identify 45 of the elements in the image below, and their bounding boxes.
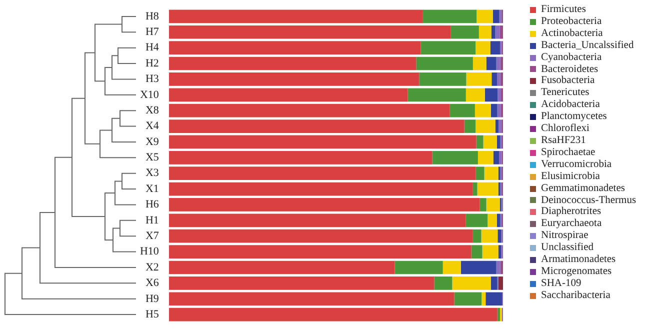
legend-label: Tenericutes: [541, 87, 590, 100]
legend-label: Planctomycetes: [541, 111, 607, 124]
legend-label: Microgenomates: [541, 266, 612, 278]
y-tick-label: H7: [145, 26, 160, 38]
y-tick-label: H3: [145, 73, 160, 86]
y-tick-label: H6: [145, 198, 160, 211]
legend-label: Fusobacteria: [541, 75, 595, 88]
legend-label: RsaHF231: [541, 134, 586, 147]
y-tick-label: X8: [145, 104, 160, 116]
y-tick-label: X6: [145, 277, 160, 290]
legend-label: Firmicutes: [541, 4, 586, 16]
legend-label: SHA-109: [541, 278, 582, 290]
legend-label: Actinobacteria: [541, 28, 603, 40]
y-tick-label: H9: [145, 292, 160, 305]
y-tick-label: H8: [145, 10, 160, 22]
y-tick-label: H1: [145, 214, 159, 226]
y-tick-label: H4: [145, 42, 160, 54]
y-tick-label: X3: [145, 167, 160, 180]
legend-label: Elusimicrobia: [541, 170, 600, 183]
legend-label: Saccharibacteria: [541, 290, 610, 302]
legend-label: Bacteria_Uncalssified: [541, 40, 634, 52]
y-tick-label: X10: [140, 88, 160, 101]
legend-label: Spirochaetae: [541, 146, 596, 159]
legend-label: Gemmatimonadetes: [541, 182, 625, 194]
legend-label: Acidobacteria: [541, 99, 600, 112]
y-tick-label: X1: [145, 182, 159, 195]
y-tick-label: X7: [145, 230, 160, 242]
y-tick-label: X5: [145, 152, 160, 164]
legend-label: Euryarchaeota: [541, 218, 602, 230]
legend-label: Armatimonadetes: [541, 254, 616, 266]
legend-label: Cyanobacteria: [541, 52, 602, 64]
legend-label: Verrucomicrobia: [541, 158, 612, 171]
legend-label: Proteobacteria: [541, 16, 602, 28]
legend-label: Deinococcus-Thermus: [541, 194, 636, 206]
y-tick-label: X2: [145, 261, 159, 274]
y-tick-label: X9: [145, 136, 160, 148]
legend-label: Chloroflexi: [541, 123, 590, 135]
legend-label: Nitrospirae: [541, 230, 588, 242]
legend-label: Diapherotrites: [541, 206, 602, 218]
y-tick-label: H2: [145, 57, 159, 70]
y-tick-label: H10: [140, 246, 160, 258]
legend-label: Bacteroidetes: [541, 64, 598, 76]
y-tick-label: H5: [145, 308, 160, 320]
legend-label: Unclassified: [541, 242, 594, 254]
y-tick-label: X4: [145, 120, 160, 132]
